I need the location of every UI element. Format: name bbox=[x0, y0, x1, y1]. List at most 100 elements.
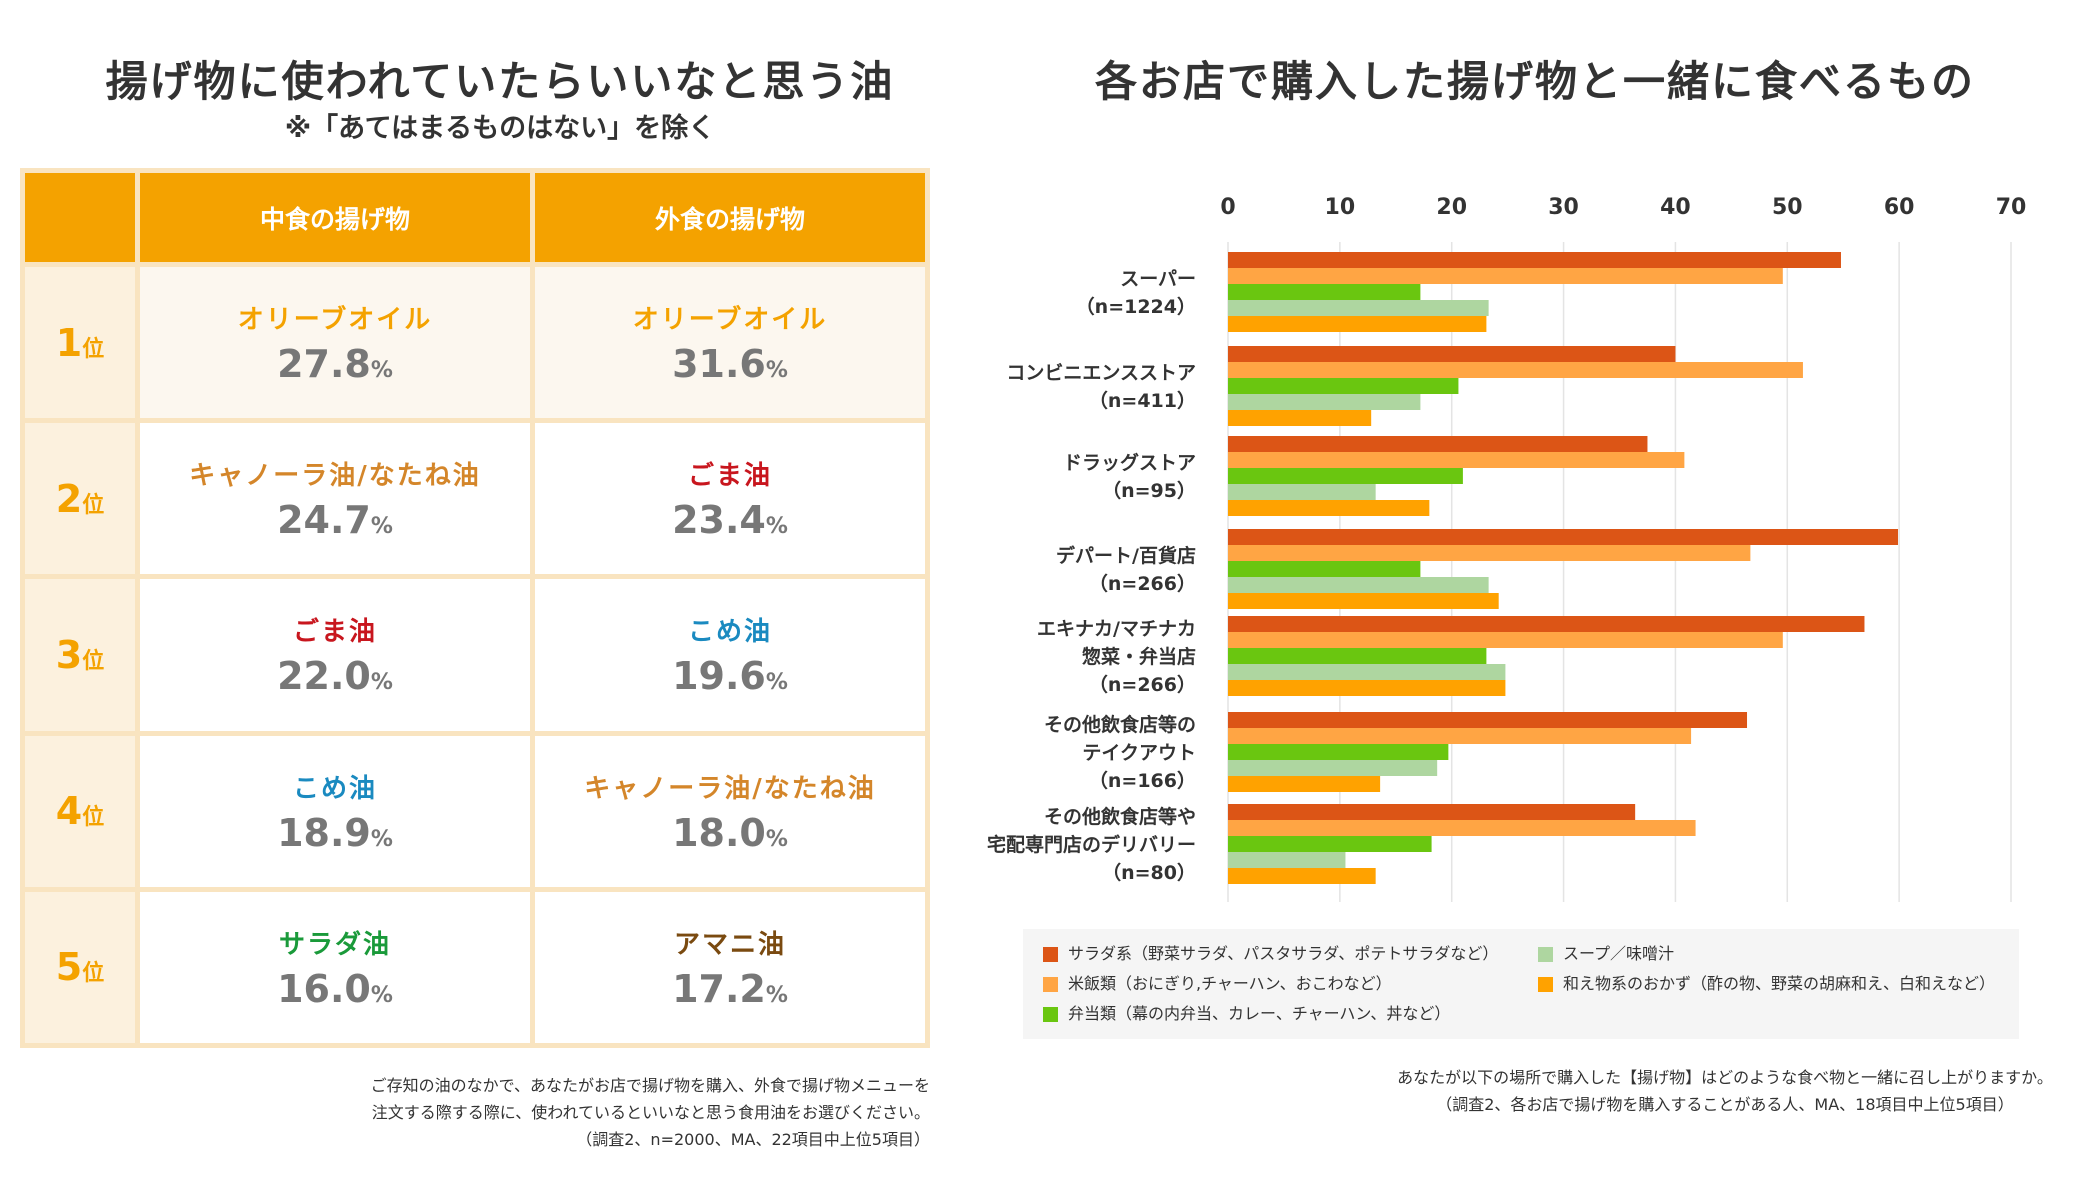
bar bbox=[1228, 712, 1748, 728]
table-row: 5位 サラダ油 16.0% アマニ油 17.2% bbox=[20, 886, 930, 1049]
oil-cell-soto: ごま油 23.4% bbox=[530, 418, 930, 580]
oil-cell-soto: キャノーラ油/なたね油 18.0% bbox=[530, 730, 930, 892]
right-footnote-line: あなたが以下の場所で購入した【揚げ物】はどのような食べ物と一緒に召し上がりますか… bbox=[1397, 1068, 2053, 1087]
table-row: 3位 ごま油 22.0% こめ油 19.6% bbox=[20, 574, 930, 736]
category-label: テイクアウト bbox=[1082, 742, 1196, 764]
rank-number: 2 bbox=[55, 476, 83, 521]
legend-swatch bbox=[1043, 976, 1058, 992]
legend-swatch bbox=[1538, 946, 1553, 962]
tick-label: 60 bbox=[1884, 195, 1915, 220]
bar bbox=[1228, 561, 1421, 577]
category-label: コンビニエンスストア bbox=[1006, 362, 1196, 384]
bar bbox=[1228, 852, 1346, 868]
category-label: デパート/百貨店 bbox=[1056, 544, 1196, 567]
percent-sign: % bbox=[370, 982, 393, 1008]
category-label: その他飲食店等や bbox=[1044, 805, 1196, 828]
category-label: 宅配専門店のデリバリー bbox=[987, 833, 1196, 856]
left-title: 揚げ物に使われていたらいいなと思う油 bbox=[105, 57, 895, 106]
oil-name: キャノーラ油/なたね油 bbox=[584, 773, 876, 804]
percent-sign: % bbox=[765, 514, 788, 540]
bar bbox=[1228, 577, 1489, 593]
chart-legend: サラダ系（野菜サラダ、パスタサラダ、ポテトサラダなど） 米飯類（おにぎり,チャーハ… bbox=[1023, 929, 2019, 1039]
oil-name: ごま油 bbox=[687, 461, 772, 492]
bar bbox=[1228, 346, 1676, 362]
oil-percent: 18.9 bbox=[277, 810, 371, 855]
rank-suffix: 位 bbox=[82, 961, 105, 987]
legend-item: スープ／味噌汁 bbox=[1538, 944, 1674, 964]
tick-label: 50 bbox=[1772, 195, 1803, 220]
bar bbox=[1228, 484, 1376, 500]
rank-cell: 5位 bbox=[20, 886, 140, 1049]
oil-cell-naka: こめ油 18.9% bbox=[135, 730, 535, 892]
bar bbox=[1228, 820, 1696, 836]
oil-percent: 23.4 bbox=[672, 498, 766, 543]
rank-number: 3 bbox=[55, 632, 83, 677]
bar bbox=[1228, 468, 1463, 484]
oil-cell-soto: アマニ油 17.2% bbox=[530, 886, 930, 1049]
legend-label: 米飯類（おにぎり,チャーハン、おこわなど） bbox=[1068, 974, 1392, 993]
bar bbox=[1228, 760, 1438, 776]
tick-label: 0 bbox=[1220, 195, 1235, 220]
legend-label: 和え物系のおかず（酢の物、野菜の胡麻和え、白和えなど） bbox=[1563, 974, 1996, 993]
bar bbox=[1228, 362, 1803, 378]
left-footnote: ご存知の油のなかで、あなたがお店で揚げ物を購入、外食で揚げ物メニューを 注文する… bbox=[300, 1072, 930, 1153]
table-header: 中食の揚げ物 外食の揚げ物 bbox=[20, 168, 930, 267]
oil-name: サラダ油 bbox=[278, 929, 391, 960]
oil-name: こめ油 bbox=[292, 773, 377, 804]
category-label: エキナカ/マチナカ bbox=[1037, 618, 1196, 640]
bar-chart: 0 10 20 30 40 50 60 70 スーパー （n=1224） コンビニエンスストア （n=… bbox=[987, 195, 2027, 902]
percent-sign: % bbox=[370, 358, 393, 384]
rank-number: 5 bbox=[55, 945, 83, 990]
category-label: その他飲食店等の bbox=[1044, 713, 1196, 736]
bar bbox=[1228, 648, 1487, 664]
left-footnote-line: 注文する際する際に、使われているといいなと思う食用油をお選びください。 bbox=[371, 1103, 930, 1122]
oil-name: オリーブオイル bbox=[632, 305, 828, 336]
table-row: 2位 キャノーラ油/なたね油 24.7% ごま油 23.4% bbox=[20, 418, 930, 580]
left-footnote-line: （調査2、n=2000、MA、22項目中上位5項目） bbox=[576, 1130, 930, 1149]
legend-swatch bbox=[1538, 976, 1553, 992]
table-row: 4位 こめ油 18.9% キャノーラ油/なたね油 18.0% bbox=[20, 730, 930, 892]
rank-suffix: 位 bbox=[82, 492, 105, 518]
oil-cell-naka: ごま油 22.0% bbox=[135, 574, 535, 736]
oil-percent: 17.2 bbox=[672, 966, 766, 1011]
percent-sign: % bbox=[370, 514, 393, 540]
percent-sign: % bbox=[765, 982, 788, 1008]
bar bbox=[1228, 300, 1489, 316]
header-naka: 中食の揚げ物 bbox=[135, 168, 535, 267]
legend-label: サラダ系（野菜サラダ、パスタサラダ、ポテトサラダなど） bbox=[1068, 944, 1499, 963]
percent-sign: % bbox=[765, 670, 788, 696]
percent-sign: % bbox=[765, 358, 788, 384]
oil-ranking-table: 中食の揚げ物 外食の揚げ物 1位 オリーブオイル 27.8% オリーブオイル 31.6%… bbox=[20, 168, 930, 1049]
bar bbox=[1228, 593, 1499, 609]
oil-name: こめ油 bbox=[687, 617, 772, 648]
tick-label: 70 bbox=[1996, 195, 2027, 220]
oil-cell-naka: キャノーラ油/なたね油 24.7% bbox=[135, 418, 535, 580]
oil-percent: 22.0 bbox=[277, 654, 371, 699]
bar bbox=[1228, 680, 1506, 696]
oil-percent: 18.0 bbox=[672, 810, 766, 855]
oil-name: ごま油 bbox=[292, 617, 377, 648]
category-label: （n=266） bbox=[1089, 673, 1196, 696]
rank-suffix: 位 bbox=[82, 648, 105, 674]
table-row: 1位 オリーブオイル 27.8% オリーブオイル 31.6% bbox=[20, 261, 930, 424]
legend-label: 弁当類（幕の内弁当、カレー、チャーハン、丼など） bbox=[1068, 1004, 1451, 1023]
percent-sign: % bbox=[370, 670, 393, 696]
bar bbox=[1228, 728, 1692, 744]
bar bbox=[1228, 252, 1841, 268]
tick-label: 10 bbox=[1325, 195, 1356, 220]
rank-suffix: 位 bbox=[82, 805, 105, 831]
rank-number: 1 bbox=[55, 320, 83, 365]
header-blank bbox=[20, 168, 140, 267]
category-label: （n=266） bbox=[1089, 572, 1196, 595]
right-footnote-line: （調査2、各お店で揚げ物を購入することがある人、MA、18項目中上位5項目） bbox=[1436, 1095, 2014, 1114]
category-label: ドラッグストア bbox=[1063, 451, 1196, 474]
bar bbox=[1228, 664, 1506, 680]
rank-cell: 2位 bbox=[20, 418, 140, 580]
oil-percent: 27.8 bbox=[277, 342, 371, 387]
oil-percent: 19.6 bbox=[672, 654, 766, 699]
bar bbox=[1228, 836, 1432, 852]
oil-cell-naka: オリーブオイル 27.8% bbox=[135, 261, 535, 424]
rank-cell: 3位 bbox=[20, 574, 140, 736]
rank-number: 4 bbox=[55, 789, 83, 834]
bar bbox=[1228, 616, 1865, 632]
